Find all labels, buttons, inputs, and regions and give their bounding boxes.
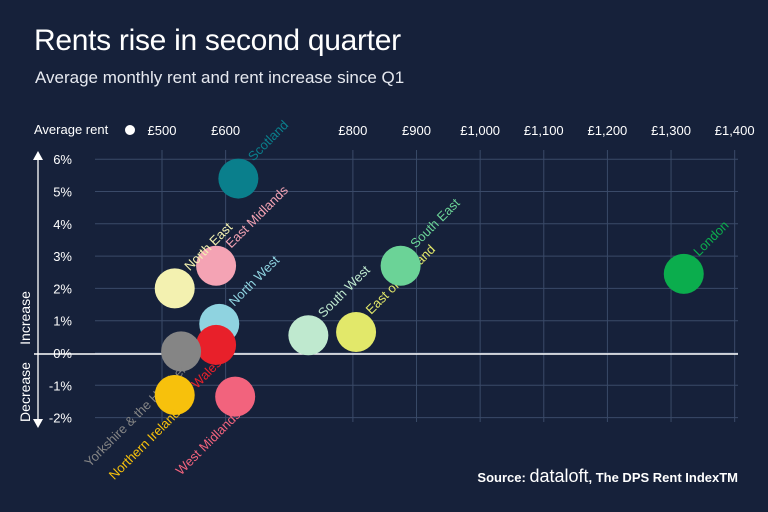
data-point [288, 315, 329, 356]
point-label: South West [315, 262, 373, 320]
increase-label: Increase [17, 291, 33, 345]
arrow-up-icon [33, 151, 43, 160]
x-tick-label: £800 [338, 123, 367, 138]
data-point [663, 253, 704, 294]
x-tick-label: £1,300 [651, 123, 691, 138]
point-label: Scotland [245, 117, 291, 163]
arrow-down-icon [33, 419, 43, 428]
source-brand: dataloft [529, 466, 589, 486]
x-tick-label: £1,100 [524, 123, 564, 138]
x-tick-label: £500 [148, 123, 177, 138]
legend-label: Average rent [34, 122, 109, 137]
data-point [161, 331, 202, 372]
x-tick-label: £1,200 [588, 123, 628, 138]
data-point [154, 268, 195, 309]
data-point [215, 376, 256, 417]
chart-subtitle: Average monthly rent and rent increase s… [35, 68, 405, 87]
data-point [336, 312, 377, 353]
point-label: South East [407, 195, 463, 251]
data-point [380, 245, 421, 286]
x-tick-label: £1,000 [460, 123, 500, 138]
y-tick-label: 6% [53, 152, 72, 167]
y-tick-label: 2% [53, 281, 72, 296]
y-tick-label: -2% [49, 411, 73, 426]
data-point [196, 324, 237, 365]
decrease-label: Decrease [17, 362, 33, 422]
y-tick-label: 1% [53, 314, 72, 329]
legend-dot-icon [125, 125, 135, 135]
x-tick-label: £900 [402, 123, 431, 138]
source-prefix: Source: [477, 470, 526, 485]
y-tick-label: -1% [49, 378, 73, 393]
y-tick-label: 3% [53, 249, 72, 264]
y-tick-label: 5% [53, 185, 72, 200]
y-tick-label: 4% [53, 217, 72, 232]
chart-title: Rents rise in second quarter [34, 24, 401, 57]
x-tick-label: £600 [211, 123, 240, 138]
data-point [154, 374, 195, 415]
source-note: Source: dataloft, The DPS Rent IndexTM [477, 466, 738, 487]
x-tick-label: £1,400 [715, 123, 755, 138]
data-point [218, 158, 259, 199]
source-suffix: , The DPS Rent IndexTM [588, 470, 738, 485]
data-point [196, 245, 237, 286]
